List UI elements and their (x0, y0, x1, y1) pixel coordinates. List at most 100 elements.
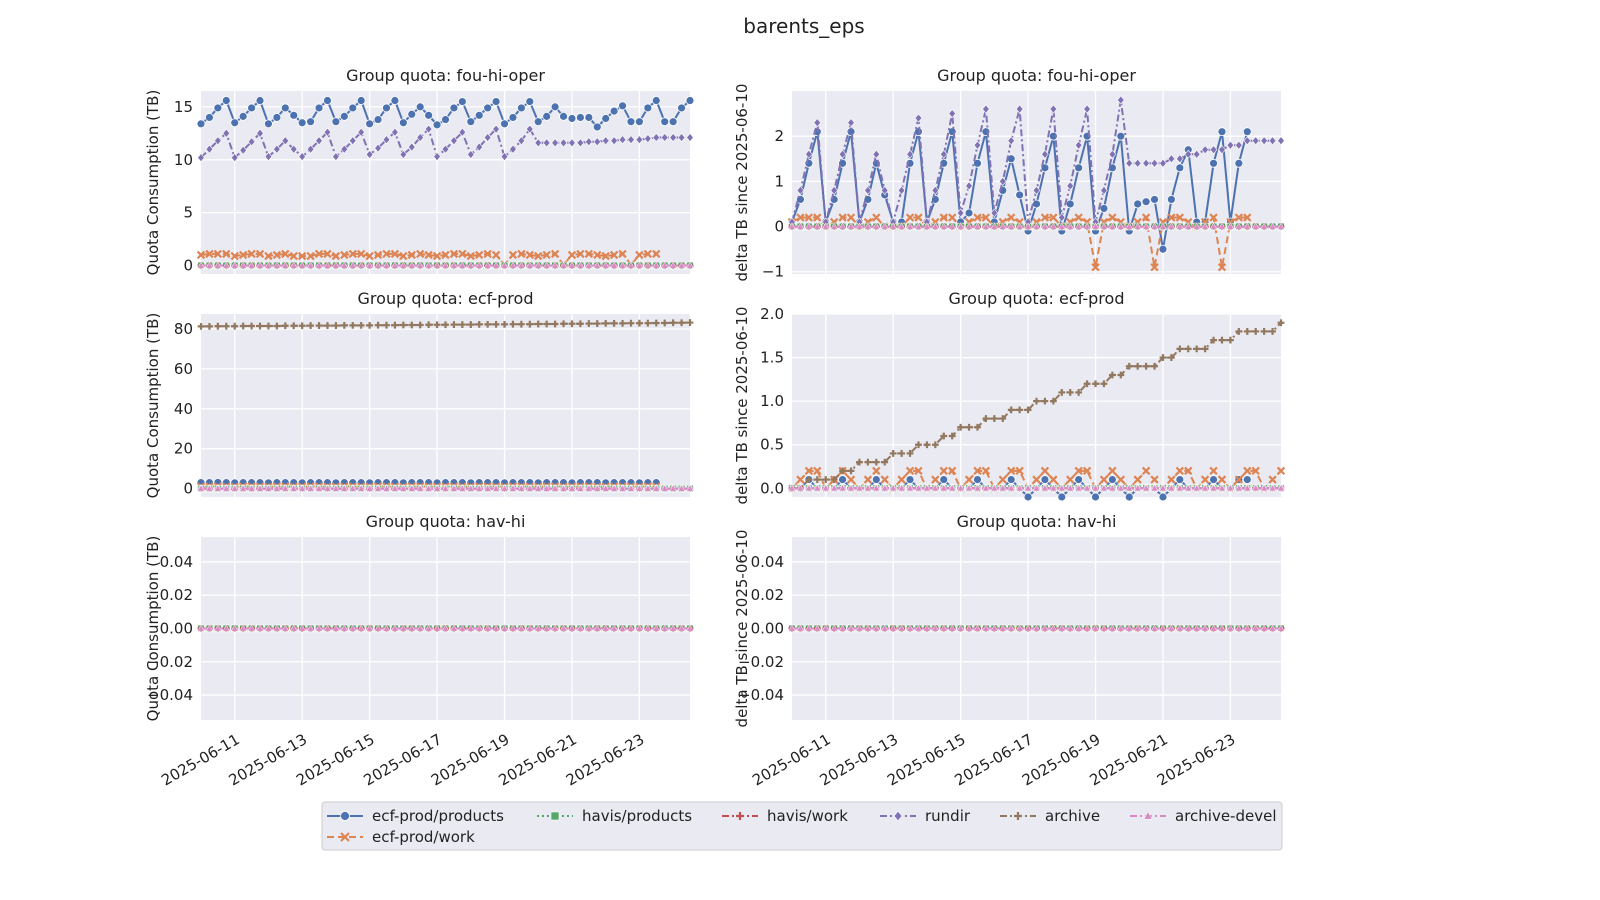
data-point (340, 321, 348, 329)
data-point (576, 249, 585, 259)
data-point (509, 320, 517, 328)
data-point (838, 484, 847, 492)
data-point (1151, 362, 1158, 370)
data-point (1133, 475, 1142, 484)
data-point (1234, 213, 1244, 222)
data-point (1024, 484, 1032, 492)
data-point (1049, 475, 1058, 484)
data-point (466, 261, 475, 269)
series-archive (197, 319, 694, 330)
data-point (914, 222, 923, 230)
data-point (1166, 195, 1176, 204)
data-point (357, 261, 366, 269)
data-point (931, 624, 940, 632)
data-point (366, 321, 374, 329)
data-point (1158, 244, 1168, 254)
data-point (618, 624, 627, 632)
data-point (1100, 624, 1108, 632)
y-axis-label: Quota Consumption (TB) (144, 536, 162, 722)
y-axis-label: delta TB since 2025-06-10 (733, 530, 751, 728)
data-point (314, 249, 324, 259)
data-point (610, 261, 618, 269)
data-point (1251, 136, 1260, 146)
data-point (796, 624, 805, 632)
data-point (880, 222, 889, 230)
y-tick-label: 0.02 (160, 586, 193, 604)
data-point (534, 251, 543, 261)
data-point (627, 624, 635, 632)
data-point (433, 484, 441, 492)
data-point (644, 261, 652, 269)
data-point (872, 458, 880, 466)
data-point (323, 249, 332, 259)
data-point (889, 624, 897, 632)
data-point (221, 96, 231, 105)
data-point (1041, 624, 1049, 632)
y-tick-label: −0.04 (147, 686, 193, 704)
panel-title: Group quota: hav-hi (957, 512, 1117, 531)
data-point (1251, 624, 1260, 632)
data-point (897, 475, 906, 484)
data-point (306, 117, 316, 127)
data-point (948, 432, 956, 440)
data-point (365, 261, 374, 269)
data-point (1277, 222, 1285, 230)
data-point (685, 96, 695, 105)
data-point (534, 138, 543, 148)
data-point (1209, 475, 1218, 484)
data-point (407, 484, 416, 492)
data-point (1032, 222, 1041, 230)
data-point (230, 251, 239, 261)
data-point (864, 222, 872, 230)
data-point (1041, 484, 1049, 492)
data-point (1007, 624, 1016, 632)
data-point (1235, 624, 1243, 632)
data-point (661, 319, 669, 327)
data-point (584, 249, 594, 259)
data-point (1176, 345, 1184, 353)
data-point (534, 261, 543, 269)
data-point (1184, 466, 1193, 476)
data-point (846, 127, 856, 137)
data-point (796, 222, 805, 230)
data-point (1099, 204, 1109, 213)
data-point (365, 251, 374, 261)
data-point (382, 103, 391, 113)
data-point (1007, 406, 1015, 414)
data-point (205, 624, 214, 632)
data-point (1142, 362, 1150, 370)
data-point (247, 624, 256, 632)
data-point (1108, 466, 1117, 476)
data-point (1134, 362, 1142, 370)
data-point (525, 484, 534, 492)
data-point (796, 475, 805, 484)
data-point (813, 624, 822, 632)
data-point (576, 138, 585, 148)
legend-entry: havis/products (537, 807, 692, 825)
y-tick-label: 0.00 (751, 620, 784, 638)
data-point (424, 110, 434, 120)
data-point (281, 136, 290, 146)
data-point (1049, 222, 1058, 230)
y-tick-label: −0.02 (738, 653, 784, 671)
data-point (1277, 136, 1285, 146)
data-point (1142, 484, 1150, 492)
data-point (601, 136, 610, 146)
data-point (855, 624, 864, 632)
data-point (289, 110, 299, 120)
data-point (618, 249, 627, 259)
data-point (568, 484, 576, 492)
data-point (1066, 475, 1075, 484)
data-point (197, 484, 205, 492)
data-point (1049, 484, 1058, 492)
data-point (1015, 190, 1025, 200)
data-point (880, 185, 889, 195)
data-point (315, 136, 323, 146)
data-point (568, 138, 576, 148)
data-point (821, 222, 830, 230)
y-tick-label: 0.0 (760, 479, 784, 497)
data-point (416, 484, 425, 492)
data-point (897, 222, 906, 230)
data-point (847, 484, 855, 492)
data-point (315, 624, 323, 632)
